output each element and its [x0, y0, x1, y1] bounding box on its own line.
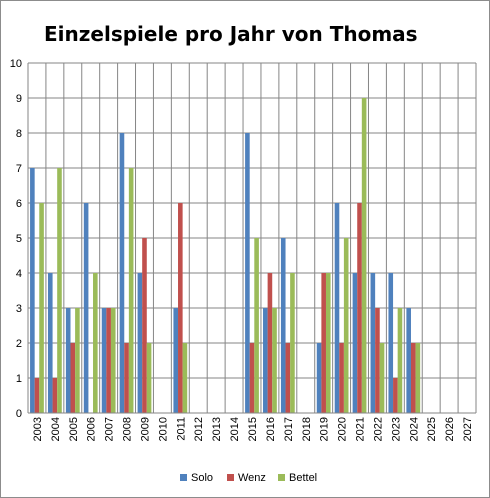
y-tick-label: 5 [16, 233, 22, 245]
x-tick-label: 2021 [355, 417, 367, 441]
bar-bettel [110, 308, 116, 413]
y-tick-label: 4 [16, 268, 22, 280]
x-tick-label: 2026 [444, 417, 456, 441]
bar-wenz [106, 308, 111, 413]
bar-wenz [357, 203, 362, 413]
x-tick-label: 2014 [229, 417, 241, 441]
bar-solo [119, 133, 125, 413]
bar-solo [334, 203, 340, 413]
x-tick-label: 2023 [390, 417, 402, 441]
x-tick-label: 2022 [372, 417, 384, 441]
bar-solo [406, 308, 411, 413]
bar-solo [65, 308, 71, 413]
x-tick-label: 2009 [139, 417, 151, 441]
legend-swatch-wenz [227, 474, 234, 481]
bar-wenz [249, 343, 255, 413]
legend-swatch-solo [180, 474, 187, 481]
bar-solo [30, 168, 35, 413]
x-tick-label: 2015 [247, 417, 259, 441]
bar-bettel [397, 308, 403, 413]
bar-bettel [146, 343, 152, 413]
x-tick-label: 2008 [122, 417, 134, 441]
bar-bettel [343, 238, 349, 413]
bar-solo [370, 273, 376, 413]
bar-bettel [182, 343, 188, 413]
x-tick-label: 2019 [319, 417, 331, 441]
x-tick-label: 2006 [86, 417, 98, 441]
x-tick-label: 2011 [175, 417, 187, 441]
x-tick-label: 2004 [50, 417, 62, 441]
bar-bettel [57, 168, 62, 413]
bars [30, 98, 421, 413]
legend-label: Bettel [289, 472, 317, 484]
y-tick-label: 8 [16, 128, 22, 140]
bar-bettel [290, 273, 295, 413]
legend-swatch-bettel [278, 474, 285, 481]
bar-bettel [93, 273, 98, 413]
bar-wenz [321, 273, 326, 413]
x-tick-label: 2013 [211, 417, 223, 441]
x-tick-label: 2018 [301, 417, 313, 441]
x-tick-label: 2007 [104, 417, 116, 441]
bar-bettel [254, 238, 259, 413]
legend-label: Solo [191, 472, 213, 484]
x-tick-label: 2010 [157, 417, 169, 441]
bar-wenz [52, 378, 58, 413]
x-tick-label: 2005 [68, 417, 80, 441]
axes: 0 1 2 3 4 5 6 7 8 9 10 2003 2004 2005 2006 2007 2008 2009… [10, 58, 476, 441]
bar-solo [47, 273, 53, 413]
bar-bettel [325, 273, 331, 413]
bar-wenz [142, 238, 147, 413]
y-tick-label: 3 [16, 303, 22, 315]
bar-bettel [39, 203, 44, 413]
bar-solo [245, 133, 250, 413]
bar-wenz [70, 343, 76, 413]
x-tick-label: 2025 [426, 417, 438, 441]
bar-wenz [178, 203, 183, 413]
bar-solo [316, 343, 322, 413]
bar-wenz [124, 343, 129, 413]
x-tick-label: 2012 [193, 417, 205, 441]
y-tick-label: 10 [10, 58, 22, 70]
bar-wenz [339, 343, 344, 413]
x-tick-label: 2020 [337, 417, 349, 441]
bar-solo [388, 273, 394, 413]
bar-wenz [393, 378, 398, 413]
bar-solo [263, 308, 268, 413]
bar-solo [173, 308, 179, 413]
bar-solo [280, 238, 286, 413]
bar-bettel [379, 343, 385, 413]
bar-bettel [272, 308, 277, 413]
bar-solo [352, 273, 358, 413]
bar-bettel [75, 308, 80, 413]
chart-title: Einzelspiele pro Jahr von Thomas [44, 22, 418, 46]
legend: Solo Wenz Bettel [180, 472, 317, 484]
bar-wenz [410, 343, 416, 413]
bar-wenz [34, 378, 40, 413]
bar-solo [83, 203, 89, 413]
bar-solo [101, 308, 107, 413]
bar-bettel [361, 98, 367, 413]
bar-solo [137, 273, 143, 413]
y-tick-label: 6 [16, 198, 22, 210]
bar-wenz [375, 308, 380, 413]
y-tick-label: 2 [16, 338, 22, 350]
x-tick-label: 2017 [283, 417, 295, 441]
bar-bettel [128, 168, 134, 413]
bar-bettel [415, 343, 421, 413]
bar-wenz [285, 343, 291, 413]
y-tick-label: 0 [16, 408, 22, 420]
x-tick-label: 2003 [32, 417, 44, 441]
x-tick-label: 2027 [462, 417, 474, 441]
y-tick-label: 9 [16, 93, 22, 105]
y-tick-label: 7 [16, 163, 22, 175]
bar-wenz [267, 273, 273, 413]
y-tick-label: 1 [16, 373, 22, 385]
x-tick-label: 2024 [408, 417, 420, 441]
legend-label: Wenz [238, 472, 266, 484]
x-tick-label: 2016 [265, 417, 277, 441]
